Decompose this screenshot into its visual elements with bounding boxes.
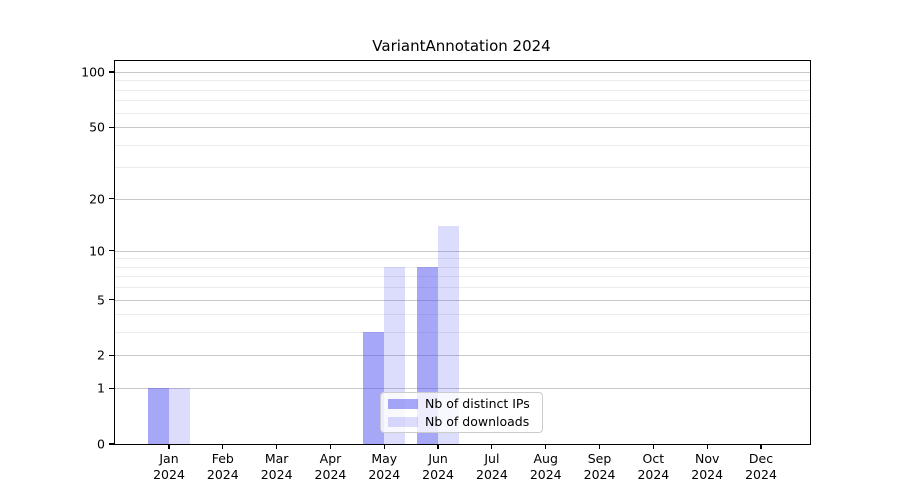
- x-tick-mark: [437, 444, 439, 449]
- y-tick-label: 5: [97, 292, 105, 308]
- bar-downloads: [438, 225, 460, 444]
- y-tick-label: 0: [97, 436, 105, 452]
- y-tick-mark: [109, 250, 115, 252]
- x-tick-label: Mar 2024: [260, 451, 293, 483]
- gridline-minor: [115, 167, 810, 169]
- x-tick-mark: [652, 444, 654, 449]
- x-tick-label: Jan 2024: [153, 451, 185, 483]
- bar-downloads: [169, 388, 190, 444]
- x-tick-mark: [329, 444, 332, 449]
- x-tick-label: May 2024: [368, 451, 401, 483]
- gridline-major: [115, 127, 810, 129]
- legend-entry-downloads: Nb of downloads: [388, 414, 542, 429]
- gridline-minor: [115, 276, 810, 278]
- x-tick-mark: [706, 444, 708, 449]
- gridline-minor: [115, 314, 810, 316]
- x-tick-label: Nov 2024: [691, 451, 724, 483]
- y-tick-label: 1: [97, 380, 105, 396]
- y-tick-mark: [109, 71, 115, 73]
- gridline-major: [115, 72, 810, 74]
- legend-entry-distinct-ips: Nb of distinct IPs: [388, 396, 542, 411]
- bar-distinct-ips: [148, 388, 169, 444]
- legend: Nb of distinct IPs Nb of downloads: [380, 392, 543, 433]
- bar-distinct-ips: [363, 332, 385, 444]
- x-tick-label: Feb 2024: [206, 451, 239, 483]
- y-tick-mark: [109, 198, 115, 200]
- x-tick-label: Sep 2024: [583, 451, 616, 483]
- plot-area: 0 1 2 5 10 20 50 100 Jan 2024 Feb 2024 Mar 2024 Ap…: [81, 60, 811, 482]
- y-tick-label: 50: [89, 119, 105, 135]
- gridline-major: [115, 388, 810, 390]
- y-tick-mark: [109, 387, 115, 389]
- gridline-major: [115, 198, 810, 200]
- y-tick-mark: [109, 299, 115, 301]
- gridline-major: [115, 250, 810, 252]
- legend-swatch-downloads: [388, 416, 418, 427]
- x-tick-label: Jul 2024: [476, 451, 508, 483]
- x-tick-label: Oct 2024: [637, 451, 670, 483]
- x-tick-mark: [598, 444, 601, 449]
- x-tick-mark: [491, 444, 493, 449]
- x-tick-label: Apr 2024: [314, 451, 347, 483]
- gridline-major: [115, 355, 810, 357]
- x-tick-label: Dec 2024: [745, 451, 777, 483]
- gridline-minor: [115, 89, 810, 91]
- gridline-major: [115, 299, 810, 301]
- x-tick-mark: [760, 444, 762, 449]
- x-tick-mark: [222, 444, 224, 449]
- gridline-minor: [115, 144, 810, 146]
- y-tick-label: 2: [97, 347, 105, 363]
- legend-label-downloads: Nb of downloads: [425, 414, 530, 429]
- x-tick-label: Jun 2024: [422, 451, 454, 483]
- gridline-minor: [115, 112, 810, 114]
- y-tick-mark: [109, 443, 115, 445]
- y-tick-label: 20: [89, 191, 105, 207]
- y-tick-mark: [109, 126, 115, 128]
- gridline-minor: [115, 80, 810, 82]
- x-tick-mark: [545, 444, 547, 449]
- gridline-minor: [115, 100, 810, 102]
- y-tick-label: 100: [81, 64, 105, 80]
- x-tick-mark: [383, 444, 385, 449]
- gridline-minor: [115, 266, 810, 268]
- x-tick-mark: [276, 444, 278, 449]
- x-tick-mark: [168, 444, 170, 449]
- x-tick-label: Aug 2024: [529, 451, 562, 483]
- gridline-minor: [115, 258, 810, 260]
- legend-label-distinct-ips: Nb of distinct IPs: [425, 396, 530, 411]
- gridline-minor: [115, 332, 810, 334]
- gridline-minor: [115, 287, 810, 289]
- y-tick-label: 10: [89, 243, 105, 259]
- y-tick-mark: [109, 354, 115, 357]
- chart-title: VariantAnnotation 2024: [372, 37, 551, 55]
- legend-swatch-distinct-ips: [388, 398, 418, 409]
